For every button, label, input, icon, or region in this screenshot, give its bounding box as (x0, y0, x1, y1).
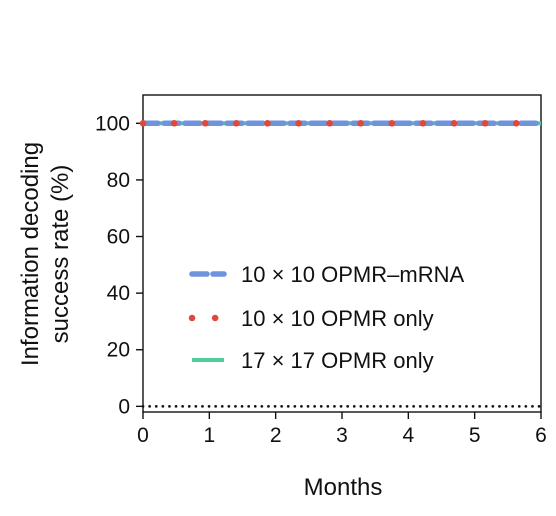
y-tick-label: 60 (107, 226, 130, 249)
y-tick-label: 40 (107, 282, 130, 305)
x-tick-label: 4 (402, 424, 414, 447)
x-axis-title: Months (304, 474, 383, 501)
legend-label: 17 × 17 OPMR only (241, 348, 434, 373)
legend-label: 10 × 10 OPMR–mRNA (241, 262, 464, 287)
x-tick-label: 6 (535, 424, 547, 447)
y-axis-title-line: success rate (%) (47, 165, 74, 344)
x-tick-label: 5 (469, 424, 481, 447)
x-tick-label: 3 (336, 424, 348, 447)
y-tick-label: 100 (95, 112, 130, 135)
y-tick-label: 80 (107, 169, 130, 192)
y-tick-label: 20 (107, 339, 130, 362)
x-tick-label: 1 (203, 424, 215, 447)
legend-label: 10 × 10 OPMR only (241, 306, 434, 331)
x-tick-label: 2 (270, 424, 282, 447)
y-tick-label: 0 (118, 395, 130, 418)
x-tick-label: 0 (137, 424, 149, 447)
y-axis-title-line: Information decoding (17, 142, 44, 366)
